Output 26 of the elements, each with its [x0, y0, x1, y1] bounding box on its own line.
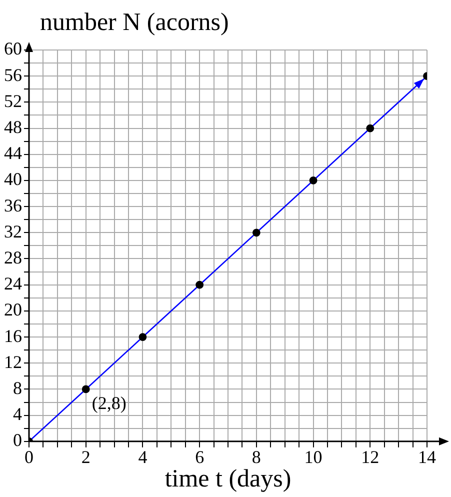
y-tick-label: 56 [4, 64, 22, 85]
y-tick-label: 12 [4, 352, 22, 372]
y-tick-label: 24 [4, 274, 22, 294]
annotation: (2,8) [92, 392, 126, 413]
y-tick-label: 0 [13, 430, 22, 450]
y-tick-label: 4 [13, 404, 22, 424]
y-tick-label: 40 [4, 169, 22, 190]
y-axis-title: number N (acorns) [40, 9, 229, 36]
x-axis-title: time t (days) [164, 466, 292, 493]
y-tick-label: 48 [4, 117, 22, 138]
y-tick-label: 60 [4, 38, 22, 59]
x-tick-label: 4 [138, 446, 148, 467]
x-tick-label: 6 [195, 446, 204, 467]
y-tick-label: 32 [4, 221, 22, 242]
y-tick-label: 36 [4, 195, 22, 216]
x-tick-label: 10 [304, 446, 322, 467]
x-tick-label: 8 [252, 446, 261, 467]
y-tick-label: 20 [4, 300, 22, 320]
y-tick-label: 52 [4, 90, 22, 111]
y-tick-label: 8 [13, 378, 22, 398]
x-tick-label: 2 [81, 446, 90, 467]
x-tick-label: 12 [361, 446, 380, 467]
x-tick-label: 14 [418, 446, 436, 467]
y-tick-label: 44 [4, 143, 22, 164]
y-tick-label: 28 [4, 247, 22, 268]
y-tick-label: 16 [4, 326, 22, 346]
